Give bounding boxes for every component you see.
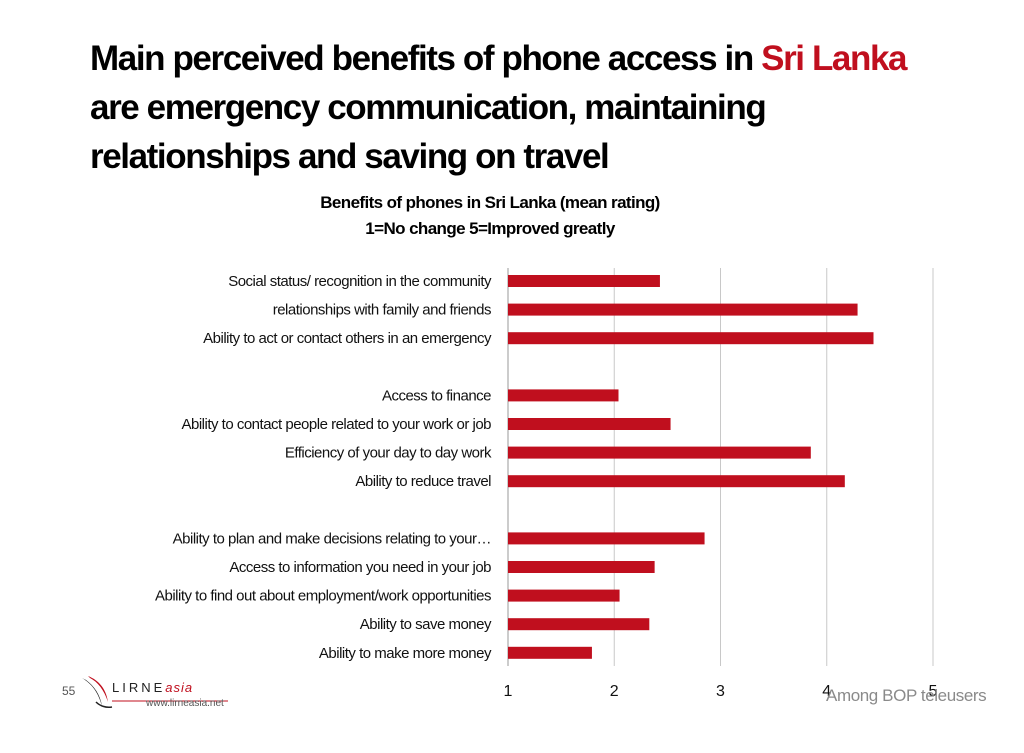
bar [508,389,619,402]
x-tick-label: 5 [929,683,938,700]
bar [508,561,655,573]
bar [508,418,671,430]
bar [508,618,650,631]
page-number: 55 [62,684,76,698]
x-tick-label: 4 [822,683,831,700]
category-label: Ability to act or contact others in an e… [203,330,492,347]
bar [508,303,858,316]
logo-name-part-1: LIRNE [112,680,166,695]
headline: Main perceived benefits of phone access … [90,34,990,181]
category-label: Ability to contact people related to you… [181,416,491,433]
category-label: Ability to make more money [319,645,492,662]
category-label: relationships with family and friends [273,302,491,319]
category-label: Access to information you need in your j… [229,559,491,576]
category-label: Ability to save money [360,616,492,633]
category-labels: Social status/ recognition in the commun… [155,273,493,662]
x-tick-labels: 1 2 3 4 5 [504,683,938,700]
category-label: Social status/ recognition in the commun… [228,273,492,290]
bars [508,275,874,659]
logo-url: www.lirneasia.net [146,698,224,709]
headline-line-2: are emergency communication, maintaining [90,88,767,127]
footnote: Among BOP teleusers [826,686,987,705]
headline-line-3: relationships and saving on travel [90,137,610,176]
gridlines [507,268,934,666]
bar [508,589,620,602]
chart-subtitle: 1=No change 5=Improved greatly [365,219,615,238]
headline-part-1: Main perceived benefits of phone access … [90,39,762,78]
lirneasia-logo-icon [82,676,228,708]
bar [508,532,705,545]
category-label: Efficiency of your day to day work [285,445,492,462]
bar [508,646,592,659]
logo-name: LIRNEasia [112,680,193,695]
category-label: Ability to reduce travel [355,473,491,490]
category-label: Ability to plan and make decisions relat… [173,530,491,547]
category-label: Ability to find out about employment/wor… [155,588,491,605]
chart-title: Benefits of phones in Sri Lanka (mean ra… [320,193,660,212]
bar [508,275,660,287]
headline-line-1: Main perceived benefits of phone access … [90,34,990,83]
bar [508,475,845,488]
bar [508,446,811,459]
headline-accent: Sri Lanka [761,39,907,78]
x-tick-label: 3 [716,683,725,700]
x-tick-label: 1 [504,683,513,700]
x-tick-label: 2 [610,683,619,700]
logo-name-part-2: asia [165,680,194,695]
bar [508,332,874,345]
category-label: Access to finance [382,387,491,404]
